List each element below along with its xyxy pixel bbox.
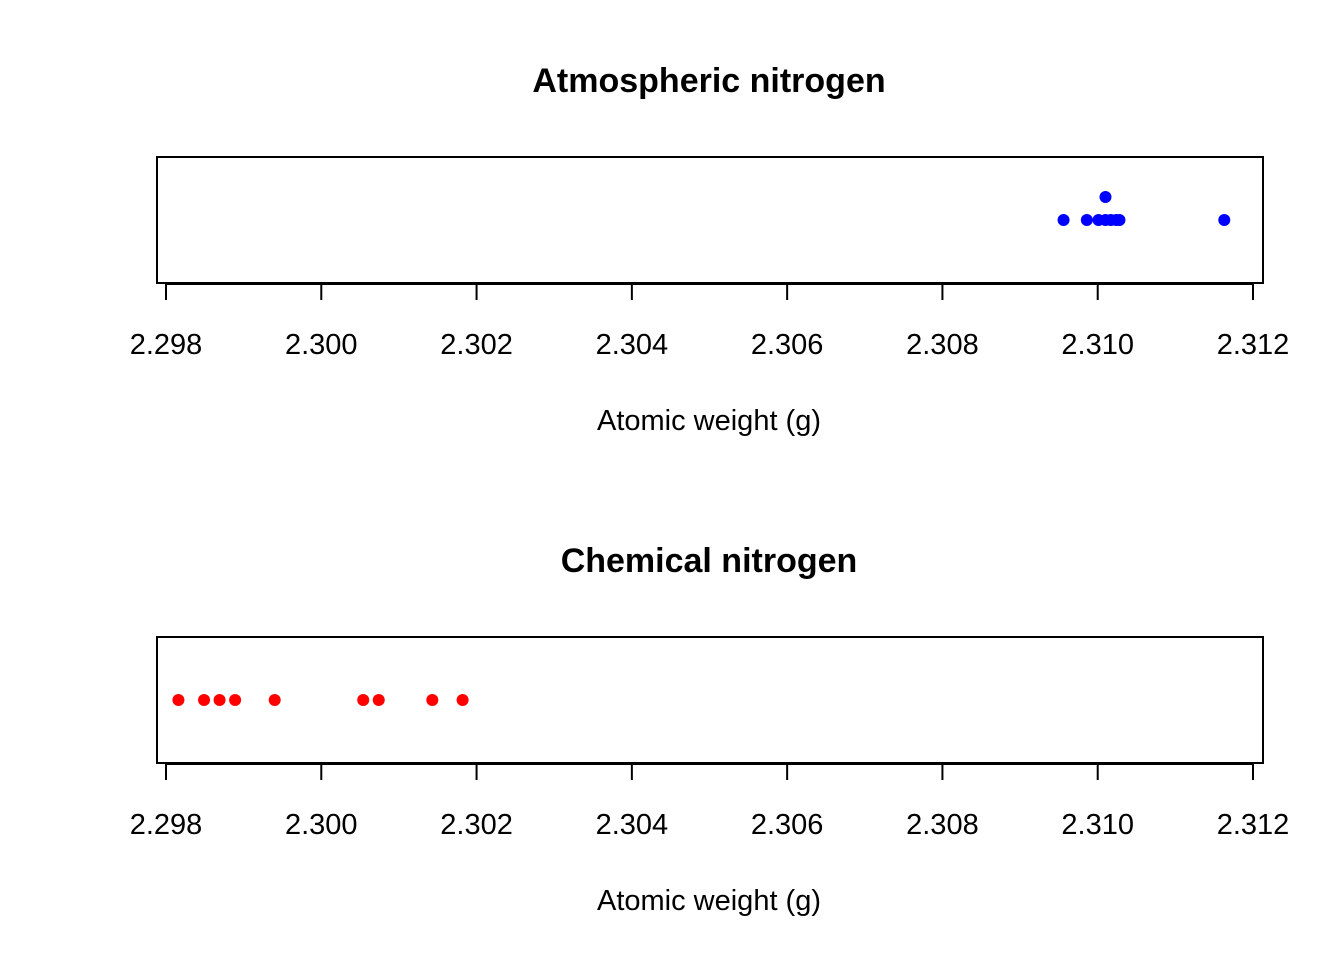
x-tick-label: 2.298 [130, 329, 203, 361]
data-point [198, 694, 211, 706]
data-point [1057, 214, 1070, 226]
x-tick-label: 2.312 [1217, 809, 1290, 841]
data-point [372, 694, 385, 706]
plot-frame [156, 636, 1264, 764]
x-tick-label: 2.306 [751, 809, 824, 841]
data-point [426, 694, 439, 706]
x-axis-title: Atomic weight (g) [597, 405, 821, 437]
x-axis-ticks: 2.298 2.300 2.302 2.304 2.306 2.308 2.310 2.312 [130, 764, 1290, 841]
x-tick-label: 2.300 [285, 329, 358, 361]
x-tick-label: 2.298 [130, 809, 203, 841]
x-tick-label: 2.304 [596, 329, 669, 361]
chemical-nitrogen-panel: Chemical nitrogen 2.298 2.300 2.302 2.304 2.… [130, 542, 1290, 917]
x-tick-label: 2.310 [1061, 329, 1134, 361]
x-tick-label: 2.302 [440, 329, 513, 361]
data-point [1218, 214, 1231, 226]
data-point [1080, 214, 1093, 226]
data-point [456, 694, 469, 706]
data-point [357, 694, 370, 706]
x-tick-label: 2.304 [596, 809, 669, 841]
x-axis-ticks: 2.298 2.300 2.302 2.304 2.306 2.308 2.310 2.312 [130, 284, 1290, 361]
data-point [1113, 214, 1126, 226]
data-points [172, 694, 469, 706]
data-points [1057, 191, 1231, 226]
data-point [213, 694, 226, 706]
data-point [229, 694, 242, 706]
x-tick-label: 2.306 [751, 329, 824, 361]
x-tick-label: 2.308 [906, 809, 979, 841]
chart-title: Atmospheric nitrogen [532, 62, 885, 100]
x-tick-label: 2.312 [1217, 329, 1290, 361]
data-point [172, 694, 185, 706]
chart-title: Chemical nitrogen [561, 542, 858, 580]
data-point [268, 694, 281, 706]
x-tick-label: 2.310 [1061, 809, 1134, 841]
x-axis-title: Atomic weight (g) [597, 885, 821, 917]
x-tick-label: 2.308 [906, 329, 979, 361]
data-point [1099, 191, 1112, 203]
x-tick-label: 2.302 [440, 809, 513, 841]
atmospheric-nitrogen-panel: Atmospheric nitrogen 2.298 2.300 2.302 2.30… [130, 62, 1290, 437]
x-tick-label: 2.300 [285, 809, 358, 841]
